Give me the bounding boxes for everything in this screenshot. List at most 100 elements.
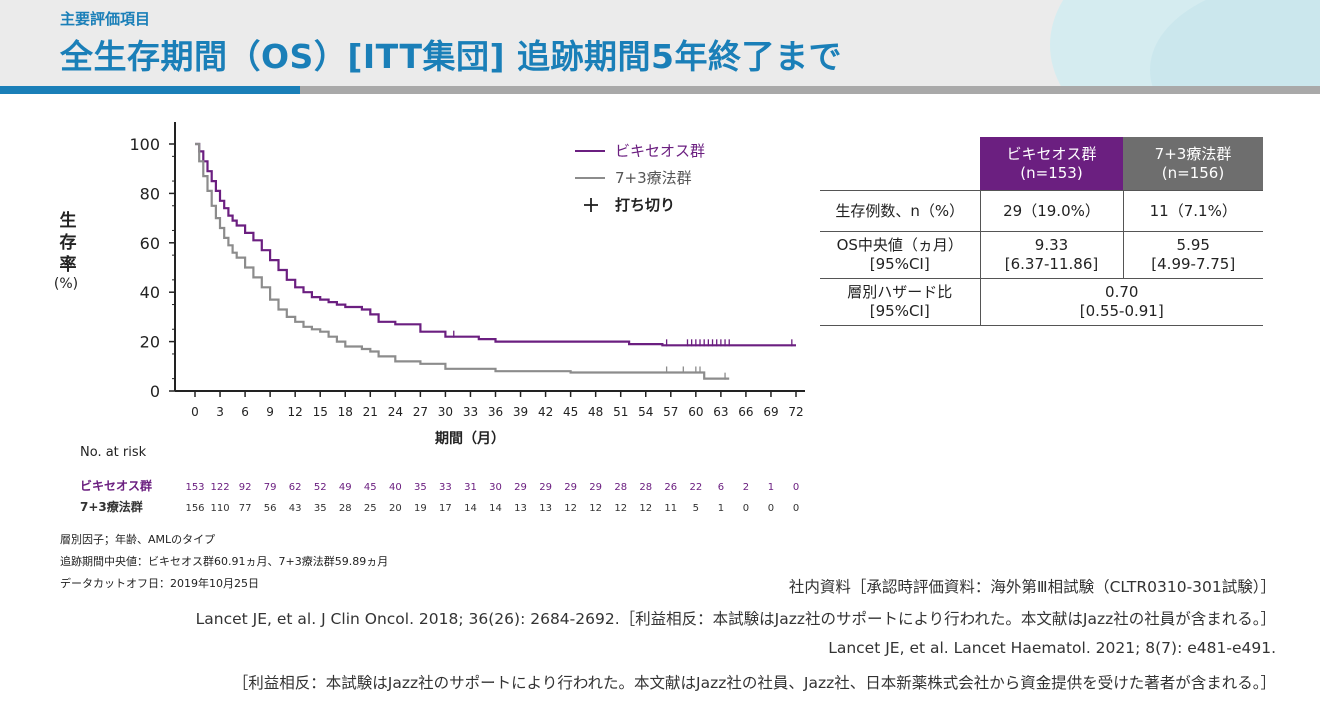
- x-tick-label: 39: [513, 405, 528, 419]
- survival-curves: [195, 142, 796, 380]
- chart-axes: [169, 122, 805, 397]
- reference-internal: 社内資料［承認時評価資料：海外第Ⅲ相試験（CLTR0310-301試験）］: [788, 578, 1276, 596]
- summary-header-standard: 7+3療法群 (n=156): [1123, 137, 1263, 191]
- risk-value-standard: 12: [614, 503, 627, 514]
- row-label: OS中央値（ヵ月） [95%CI]: [820, 231, 980, 279]
- summary-row-hazard-ratio: 層別ハザード比 [95%CI] 0.70 [0.55-0.91]: [820, 278, 1263, 326]
- risk-value-bexi: 29: [539, 482, 552, 493]
- risk-value-bexi: 153: [185, 482, 204, 493]
- legend-bexi-label: ビキセオス群: [615, 142, 705, 160]
- risk-value-standard: 14: [489, 503, 502, 514]
- risk-value-bexi: 122: [210, 482, 229, 493]
- x-tick-label: 30: [438, 405, 453, 419]
- risk-value-bexi: 33: [439, 482, 452, 493]
- risk-value-standard: 56: [264, 503, 277, 514]
- cell-ci: [0.55-0.91]: [1079, 302, 1164, 320]
- x-tick-label: 0: [191, 405, 199, 419]
- risk-value-standard: 12: [564, 503, 577, 514]
- x-tick-label: 54: [638, 405, 653, 419]
- x-tick-label: 57: [663, 405, 678, 419]
- risk-value-bexi: 29: [589, 482, 602, 493]
- risk-value-standard: 0: [768, 503, 774, 514]
- summary-row-survivors: 生存例数、n（%） 29（19.0%） 11（7.1%）: [820, 190, 1263, 232]
- risk-value-bexi: 79: [264, 482, 277, 493]
- reference-coi: ［利益相反：本試験はJazz社のサポートにより行われた。本文献はJazz社の社員…: [232, 674, 1276, 692]
- reference-jco: Lancet JE, et al. J Clin Oncol. 2018; 36…: [195, 610, 1276, 628]
- x-tick-label: 3: [216, 405, 224, 419]
- legend-censor-label: 打ち切り: [615, 196, 675, 214]
- risk-value-bexi: 40: [389, 482, 402, 493]
- risk-table: ビキセオス群 153 122 92 79 62 52 49 45 40 35 33 31 30 29 29 29…: [80, 478, 799, 514]
- x-tick-label: 45: [563, 405, 578, 419]
- risk-value-standard: 28: [339, 503, 352, 514]
- cell-standard: 5.95 [4.99-7.75]: [1123, 231, 1263, 279]
- reference-lancet: Lancet JE, et al. Lancet Haematol. 2021;…: [828, 639, 1276, 657]
- header-band: 主要評価項目 全生存期間（OS）[ITT集団] 追跡期間5年終了まで: [0, 0, 1320, 88]
- x-tick-label: 51: [613, 405, 628, 419]
- risk-value-standard: 5: [693, 503, 699, 514]
- risk-value-standard: 11: [664, 503, 677, 514]
- risk-value-standard: 13: [514, 503, 527, 514]
- x-tick-label: 24: [388, 405, 403, 419]
- y-axis-label-char: 率: [60, 254, 77, 275]
- row-label: 層別ハザード比 [95%CI]: [820, 278, 980, 326]
- summary-header-empty: [820, 137, 980, 191]
- summary-header-standard-n: (n=156): [1161, 163, 1225, 182]
- risk-value-standard: 19: [414, 503, 427, 514]
- x-tick-label: 63: [713, 405, 728, 419]
- risk-value-bexi: 22: [689, 482, 702, 493]
- cell-standard: 11（7.1%）: [1123, 190, 1263, 232]
- cell-bexi: 9.33 [6.37-11.86]: [979, 231, 1124, 279]
- risk-value-bexi: 31: [464, 482, 477, 493]
- x-tick-label: 15: [313, 405, 328, 419]
- risk-value-standard: 156: [185, 503, 204, 514]
- row-label-line2: [95%CI]: [869, 255, 930, 273]
- page-subtitle: 主要評価項目: [60, 10, 151, 28]
- risk-value-standard: 20: [389, 503, 402, 514]
- risk-value-standard: 77: [239, 503, 252, 514]
- risk-value-standard: 25: [364, 503, 377, 514]
- cell-ci: [6.37-11.86]: [1004, 255, 1099, 273]
- x-tick-label: 9: [266, 405, 274, 419]
- risk-value-standard: 12: [639, 503, 652, 514]
- risk-value-bexi: 6: [718, 482, 724, 493]
- cell-value: 5.95: [1176, 236, 1210, 254]
- risk-value-standard: 43: [289, 503, 302, 514]
- x-tick-label: 12: [288, 405, 303, 419]
- cell-value: 9.33: [1034, 236, 1069, 254]
- x-tick-label: 21: [363, 405, 378, 419]
- cell-hazard-ratio: 0.70 [0.55-0.91]: [979, 278, 1263, 326]
- x-tick-label: 6: [241, 405, 249, 419]
- risk-value-bexi: 45: [364, 482, 377, 493]
- header-accent-bar: [0, 86, 300, 94]
- risk-value-bexi: 29: [514, 482, 527, 493]
- risk-value-bexi: 1: [768, 482, 774, 493]
- y-tick-label: 60: [140, 234, 160, 253]
- risk-value-bexi: 35: [414, 482, 427, 493]
- header-rule-bar: [300, 86, 1320, 94]
- summary-header-standard-name: 7+3療法群: [1154, 144, 1232, 163]
- risk-value-standard: 35: [314, 503, 327, 514]
- risk-value-standard: 12: [589, 503, 602, 514]
- row-label-line1: OS中央値（ヵ月）: [836, 236, 963, 254]
- legend-standard-label: 7+3療法群: [615, 169, 692, 187]
- risk-value-standard: 14: [464, 503, 477, 514]
- standard-survival-curve: [195, 142, 730, 380]
- x-tick-label: 60: [688, 405, 703, 419]
- x-tick-label: 27: [413, 405, 428, 419]
- row-label: 生存例数、n（%）: [820, 190, 980, 232]
- risk-value-standard: 17: [439, 503, 452, 514]
- row-label-line2: [95%CI]: [869, 302, 930, 320]
- x-tick-label: 18: [338, 405, 353, 419]
- summary-row-median-os: OS中央値（ヵ月） [95%CI] 9.33 [6.37-11.86] 5.95…: [820, 231, 1263, 279]
- risk-value-standard: 0: [743, 503, 749, 514]
- x-tick-label: 69: [763, 405, 778, 419]
- risk-value-bexi: 26: [664, 482, 677, 493]
- x-tick-label: 33: [463, 405, 478, 419]
- x-axis-label: 期間（月）: [435, 431, 505, 447]
- risk-label-bexi: ビキセオス群: [80, 478, 152, 493]
- risk-value-bexi: 2: [743, 482, 749, 493]
